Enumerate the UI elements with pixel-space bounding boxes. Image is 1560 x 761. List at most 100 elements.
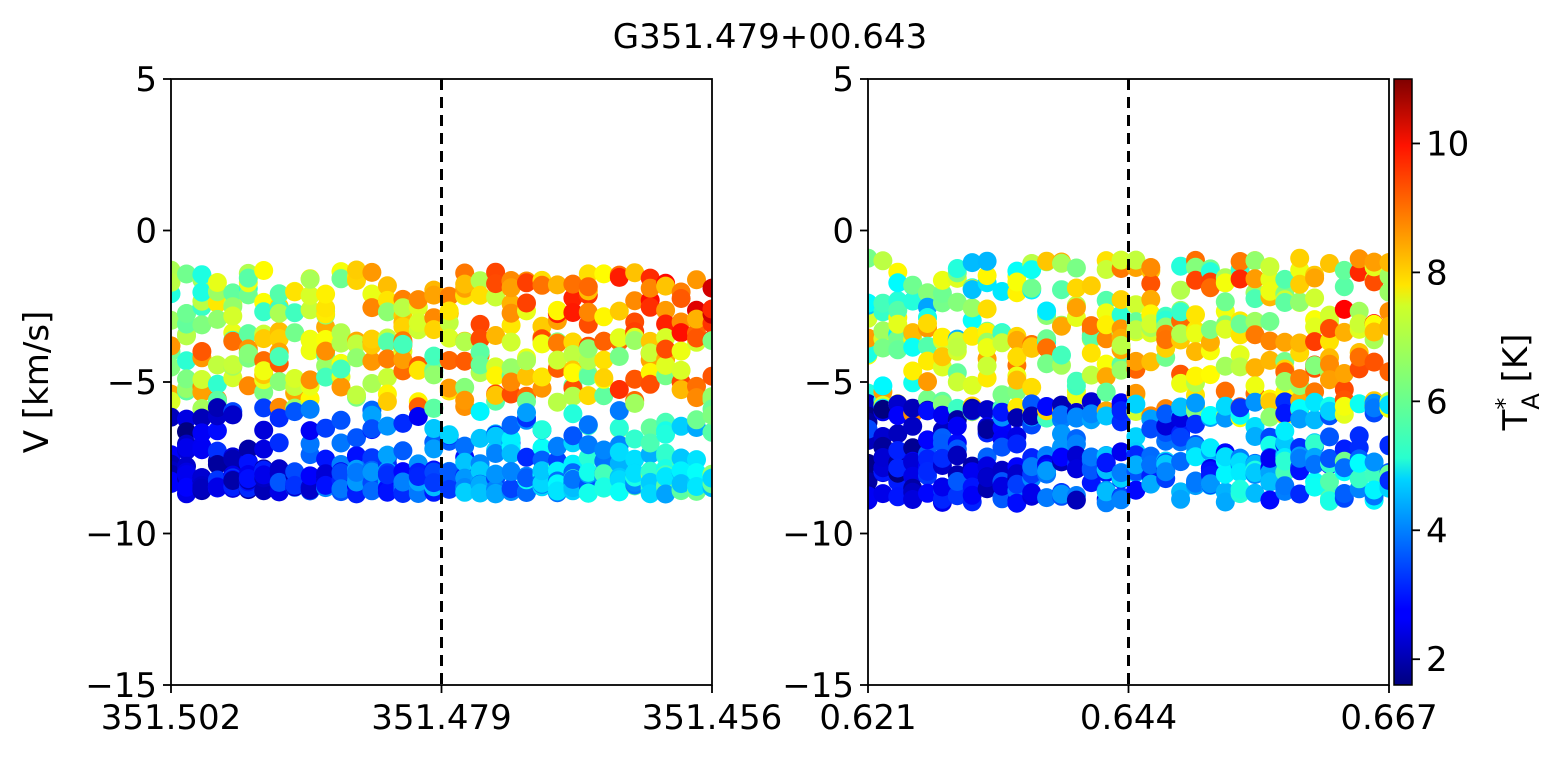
scatter-point [192, 265, 212, 285]
left-scatter-points [171, 260, 712, 504]
scatter-point [1290, 274, 1310, 294]
scatter-point [238, 439, 258, 459]
scatter-point [362, 405, 382, 425]
scatter-point [687, 450, 706, 470]
scatter-point [1200, 438, 1220, 458]
scatter-point [1320, 427, 1339, 447]
scatter-point [1230, 463, 1250, 482]
scatter-point [486, 484, 506, 504]
scatter-point [1081, 365, 1101, 385]
colorbar-tick-label: 2 [1426, 640, 1448, 680]
scatter-point [640, 484, 660, 504]
scatter-point [470, 461, 490, 481]
scatter-point [501, 462, 521, 481]
scatter-point [1066, 371, 1086, 391]
scatter-point [1081, 447, 1101, 467]
x-tick-label: 0.667 [1340, 698, 1437, 738]
scatter-point [1052, 280, 1071, 300]
scatter-point [625, 449, 645, 469]
scatter-point [947, 486, 967, 506]
scatter-point [962, 400, 982, 420]
scatter-point [671, 380, 691, 400]
scatter-point [702, 278, 712, 298]
scatter-point [408, 290, 428, 310]
scatter-point [1230, 269, 1250, 289]
scatter-point [640, 297, 660, 317]
scatter-point [977, 400, 997, 420]
scatter-point [362, 329, 382, 349]
scatter-point [362, 481, 382, 501]
scatter-point [563, 303, 583, 322]
scatter-point [1186, 393, 1205, 413]
scatter-point [331, 433, 351, 453]
scatter-point [918, 336, 937, 356]
scatter-point [532, 275, 552, 295]
scatter-point [1215, 356, 1235, 376]
scatter-point [1215, 292, 1235, 312]
scatter-point [331, 333, 351, 353]
scatter-point [625, 369, 645, 389]
scatter-point [470, 285, 490, 305]
scatter-point [285, 323, 305, 343]
scatter-point [517, 403, 536, 423]
scatter-point [547, 437, 567, 457]
scatter-point [903, 337, 923, 357]
scatter-point [1007, 493, 1027, 513]
scatter-point [316, 298, 336, 318]
right-scatter-points [868, 248, 1389, 513]
scatter-point [1052, 447, 1071, 467]
scatter-point [393, 441, 413, 461]
scatter-point [455, 332, 475, 352]
scatter-point [517, 351, 536, 371]
scatter-point [992, 385, 1012, 405]
scatter-point [1052, 484, 1071, 504]
scatter-point [547, 481, 567, 501]
scatter-point [532, 334, 552, 354]
scatter-point [1215, 273, 1235, 293]
scatter-point [1126, 455, 1146, 475]
scatter-point [1290, 333, 1310, 353]
scatter-point [424, 320, 444, 340]
colorbar-tick-label: 4 [1426, 511, 1448, 551]
scatter-point [439, 286, 459, 306]
scatter-point [300, 300, 320, 320]
scatter-point [501, 303, 521, 323]
scatter-point [1022, 278, 1042, 298]
scatter-point [1275, 269, 1295, 289]
scatter-point [439, 425, 459, 445]
scatter-point [269, 284, 289, 304]
scatter-point [640, 418, 660, 438]
scatter-point [1037, 338, 1057, 358]
scatter-point [377, 332, 397, 352]
scatter-point [362, 284, 382, 304]
scatter-point [1215, 447, 1235, 467]
scatter-point [470, 271, 490, 291]
scatter-point [563, 288, 583, 308]
scatter-point [1275, 332, 1295, 352]
scatter-point [918, 314, 937, 333]
scatter-point [238, 376, 258, 396]
scatter-point [347, 260, 366, 280]
scatter-point [702, 422, 712, 442]
y-tick-label: 5 [135, 60, 157, 100]
scatter-point [1022, 338, 1042, 358]
scatter-point [455, 390, 475, 410]
scatter-point [300, 421, 320, 441]
scatter-point [977, 299, 997, 319]
scatter-point [625, 331, 645, 350]
scatter-point [1305, 392, 1325, 412]
scatter-point [486, 326, 506, 345]
scatter-point [1171, 489, 1191, 509]
scatter-point [1111, 305, 1131, 325]
scatter-point [1245, 251, 1265, 271]
scatter-point [1349, 249, 1369, 269]
scatter-point [1126, 295, 1146, 315]
scatter-point [470, 428, 490, 448]
scatter-point [918, 351, 937, 371]
scatter-point [1111, 290, 1131, 310]
scatter-point [377, 302, 397, 322]
scatter-point [192, 342, 212, 361]
scatter-point [1349, 314, 1369, 334]
scatter-point [254, 465, 274, 485]
scatter-point [1141, 258, 1161, 277]
